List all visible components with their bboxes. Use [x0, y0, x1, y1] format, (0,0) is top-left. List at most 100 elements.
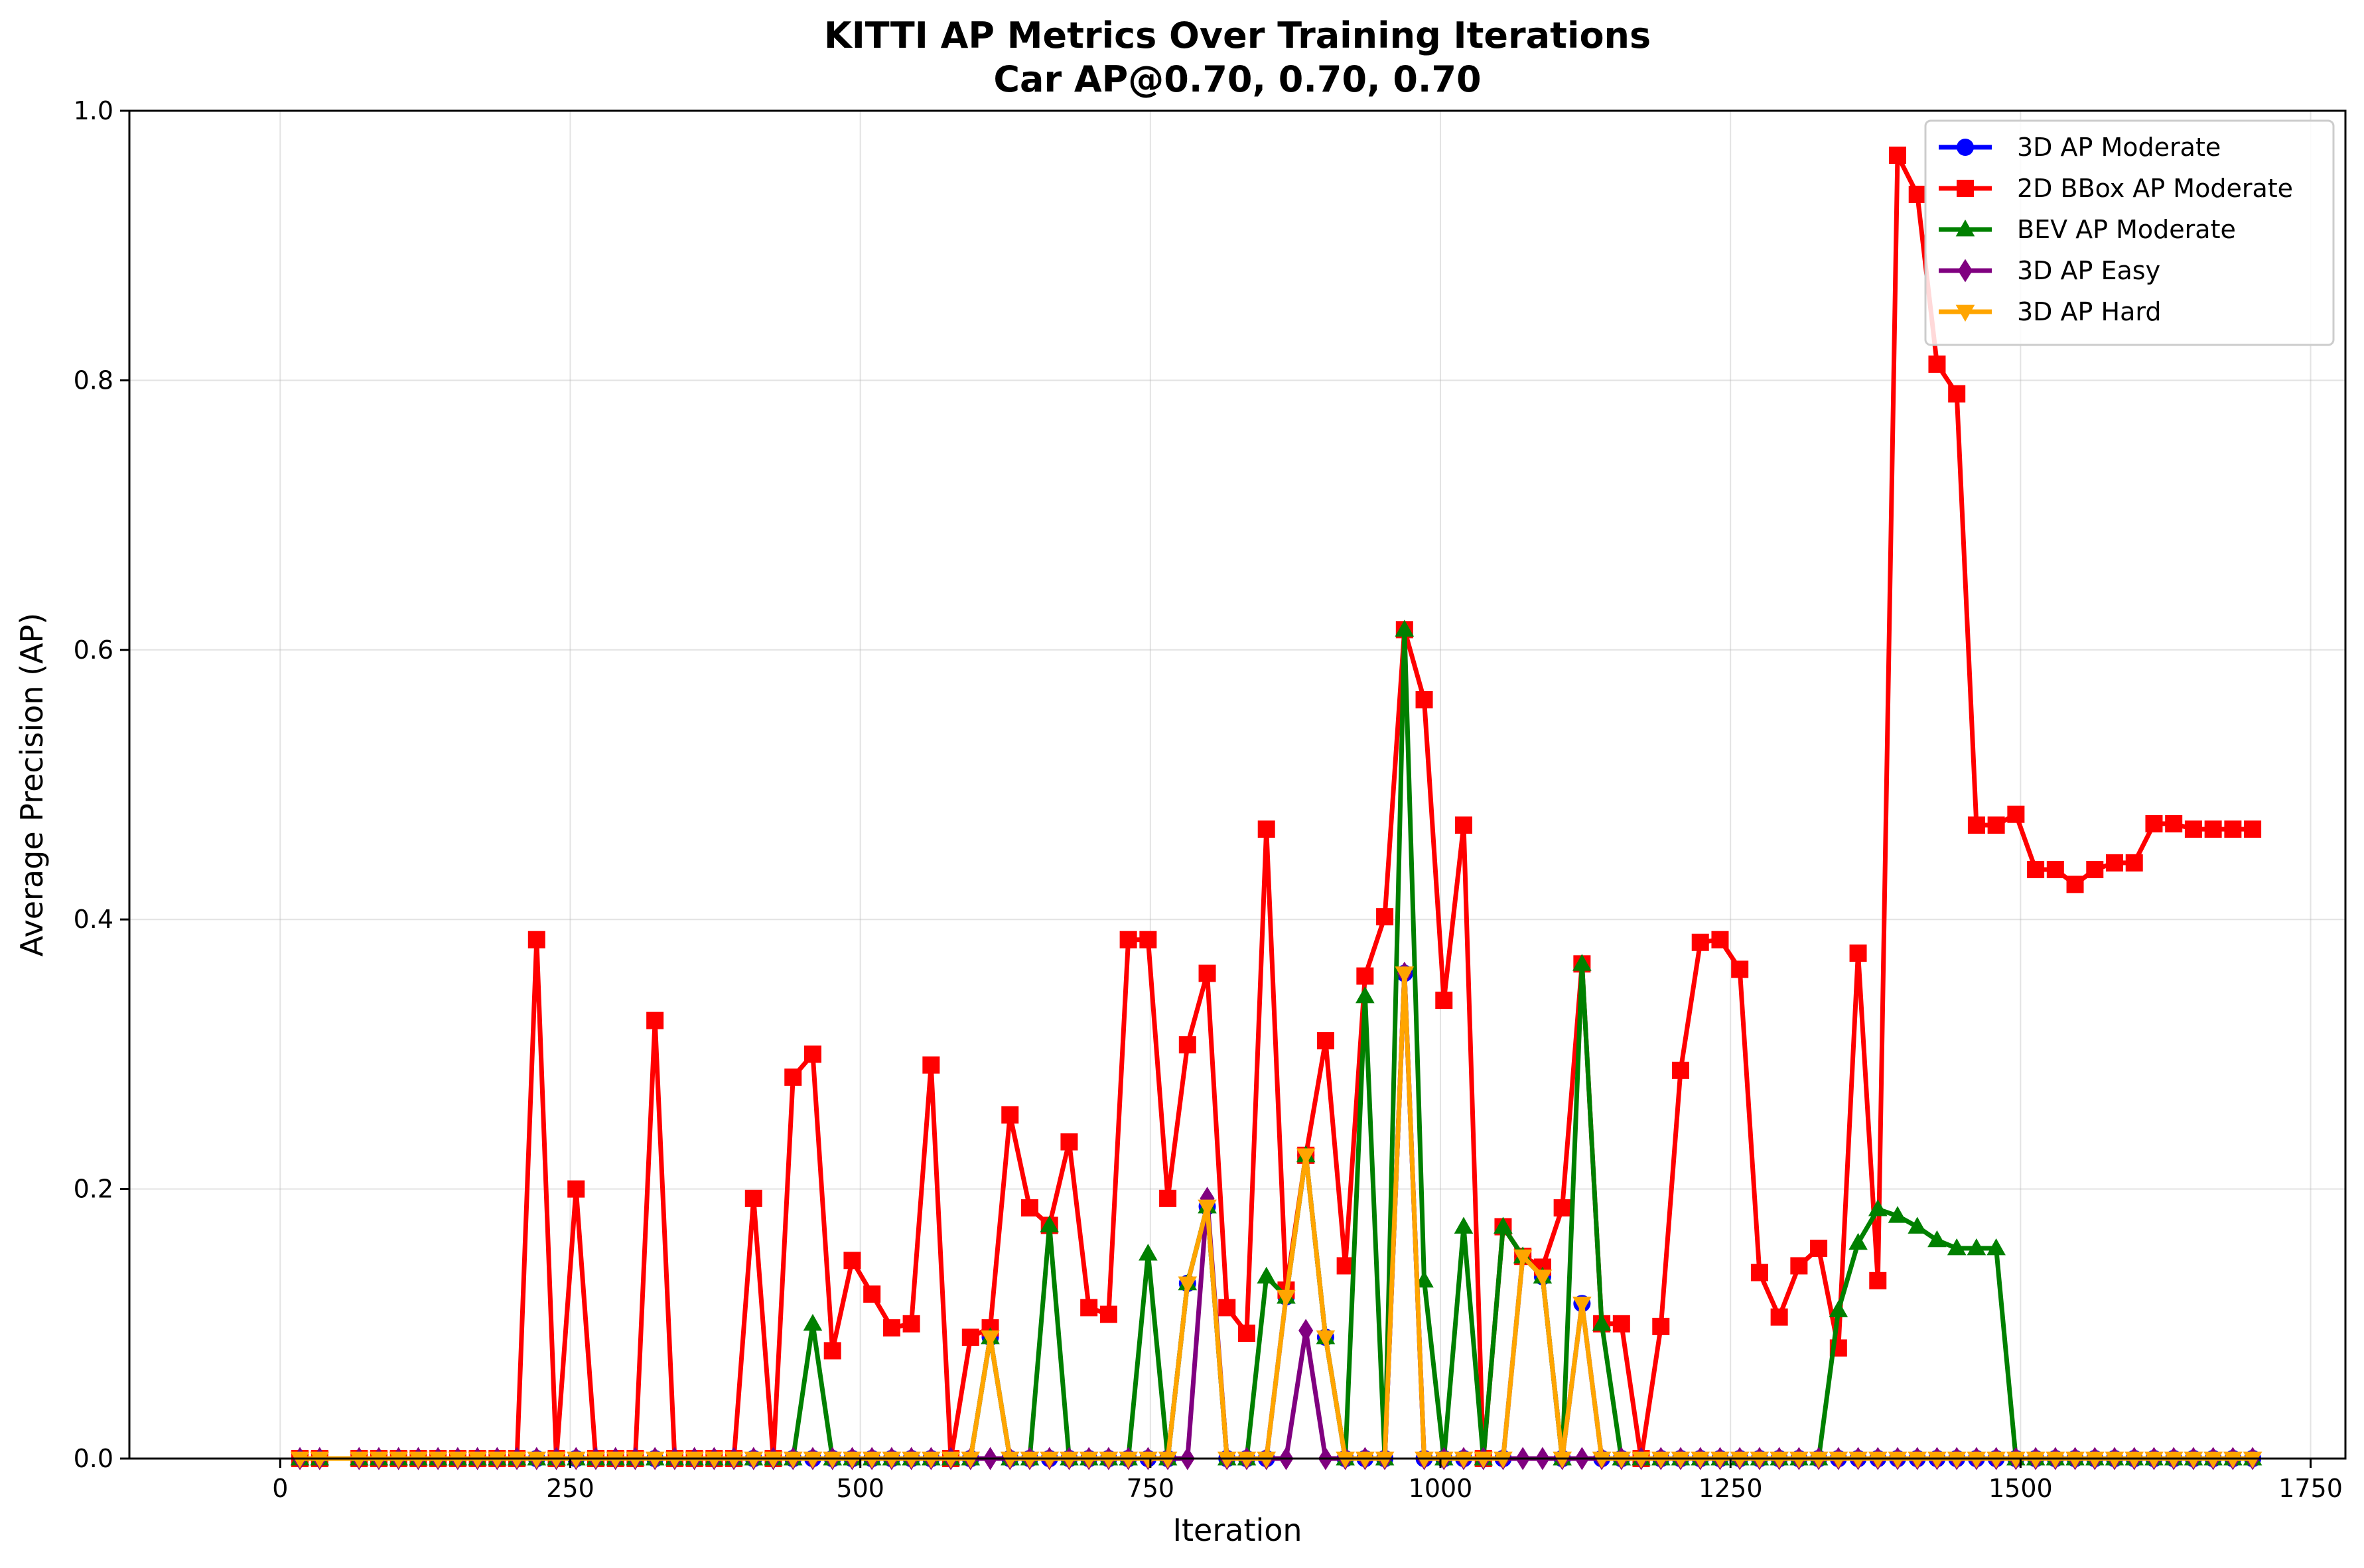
data-point [1513, 1249, 1533, 1267]
data-point [2124, 1451, 2144, 1469]
data-point [567, 1180, 585, 1198]
x-tick-label: 1750 [2278, 1474, 2343, 1503]
data-point [1553, 1451, 1572, 1469]
data-point [1810, 1240, 1828, 1258]
data-point [2105, 1451, 2124, 1469]
data-point [646, 1012, 664, 1029]
data-point [1572, 954, 1592, 971]
data-point [863, 1285, 881, 1303]
data-point [290, 1451, 310, 1469]
chart-title: KITTI AP Metrics Over Training Iteration… [824, 15, 1651, 56]
data-point [1908, 1216, 1927, 1234]
data-point [1632, 1451, 1651, 1469]
data-point [1711, 931, 1729, 948]
data-point [1435, 992, 1453, 1010]
data-point [1947, 1451, 1967, 1469]
data-point [1829, 1451, 1848, 1469]
data-point [1967, 1451, 1986, 1469]
data-point [1316, 1032, 1334, 1050]
data-point [922, 1451, 941, 1469]
legend-label: BEV AP Moderate [2017, 215, 2236, 244]
data-point [783, 1451, 803, 1469]
data-point [961, 1451, 981, 1469]
data-point [1277, 1289, 1296, 1307]
data-point [1928, 356, 1946, 373]
data-point [1612, 1451, 1632, 1469]
data-point [843, 1252, 861, 1270]
legend-label: 3D AP Moderate [2017, 133, 2221, 162]
data-point [1020, 1199, 1038, 1217]
data-point [1099, 1451, 1119, 1469]
data-point [1750, 1264, 1768, 1281]
data-point [349, 1451, 369, 1469]
data-point [1770, 1308, 1788, 1326]
data-point [744, 1189, 762, 1207]
data-point [1119, 931, 1137, 948]
data-point [1316, 1330, 1336, 1348]
data-point [665, 1451, 685, 1469]
y-tick-label: 0.0 [74, 1444, 113, 1473]
data-point [823, 1451, 843, 1469]
data-point [764, 1451, 783, 1469]
data-point [547, 1451, 566, 1469]
data-point [2184, 820, 2202, 838]
y-tick-label: 0.6 [74, 635, 113, 665]
data-point [1652, 1317, 1670, 1335]
data-point [2223, 1451, 2243, 1469]
data-point [507, 1451, 527, 1469]
data-point [488, 1451, 507, 1469]
data-point [1198, 964, 1216, 982]
y-tick-label: 1.0 [74, 96, 113, 125]
data-point [1257, 820, 1275, 838]
data-point [1849, 945, 1867, 962]
data-point [941, 1451, 961, 1469]
legend-label: 2D BBox AP Moderate [2017, 174, 2293, 203]
data-point [1651, 1451, 1671, 1469]
data-point [1710, 1451, 1730, 1469]
data-point [1848, 1232, 1868, 1250]
data-point [1237, 1451, 1257, 1469]
data-point [1730, 1451, 1750, 1469]
data-point [1967, 1238, 1986, 1256]
data-point [2027, 861, 2045, 879]
data-point [685, 1451, 704, 1469]
data-point [2046, 1451, 2065, 1469]
legend-box [1924, 119, 2335, 346]
data-point [1986, 1238, 2006, 1256]
data-point [1080, 1299, 1098, 1317]
data-point [784, 1068, 802, 1086]
data-point [1119, 1451, 1138, 1469]
plot-frame [128, 109, 2347, 1460]
data-point [862, 1451, 882, 1469]
data-point [1158, 1451, 1178, 1469]
data-point [1079, 1451, 1099, 1469]
data-point [2066, 876, 2084, 893]
data-point [1356, 967, 1374, 985]
data-point [1868, 1451, 1888, 1469]
data-point [1099, 1305, 1117, 1323]
axis-ticks: 0 250 500 750 1000 1250 1500 1750 0.0 0.2 0.4 0.6 0.… [74, 96, 2343, 1503]
data-point [409, 1451, 428, 1469]
data-point [1671, 1451, 1691, 1469]
data-point [310, 1451, 330, 1469]
data-point [961, 1329, 979, 1346]
x-tick-label: 1500 [1988, 1474, 2053, 1503]
data-point [1474, 1451, 1494, 1469]
data-point [1296, 1148, 1316, 1165]
data-point [2046, 861, 2064, 879]
data-point [1434, 1451, 1454, 1469]
data-point [1198, 1199, 1217, 1216]
data-point [1908, 1451, 1927, 1469]
data-point [1000, 1451, 1020, 1469]
data-point [2184, 1451, 2203, 1469]
data-point [1888, 1206, 1908, 1223]
data-point [1415, 690, 1433, 708]
x-tick-label: 750 [1127, 1474, 1175, 1503]
data-point [2204, 820, 2222, 838]
y-axis-label: Average Precision (AP) [14, 613, 50, 957]
data-point [1356, 986, 1375, 1004]
data-point [1770, 1451, 1789, 1469]
data-point [803, 1451, 823, 1469]
data-point [902, 1451, 921, 1469]
